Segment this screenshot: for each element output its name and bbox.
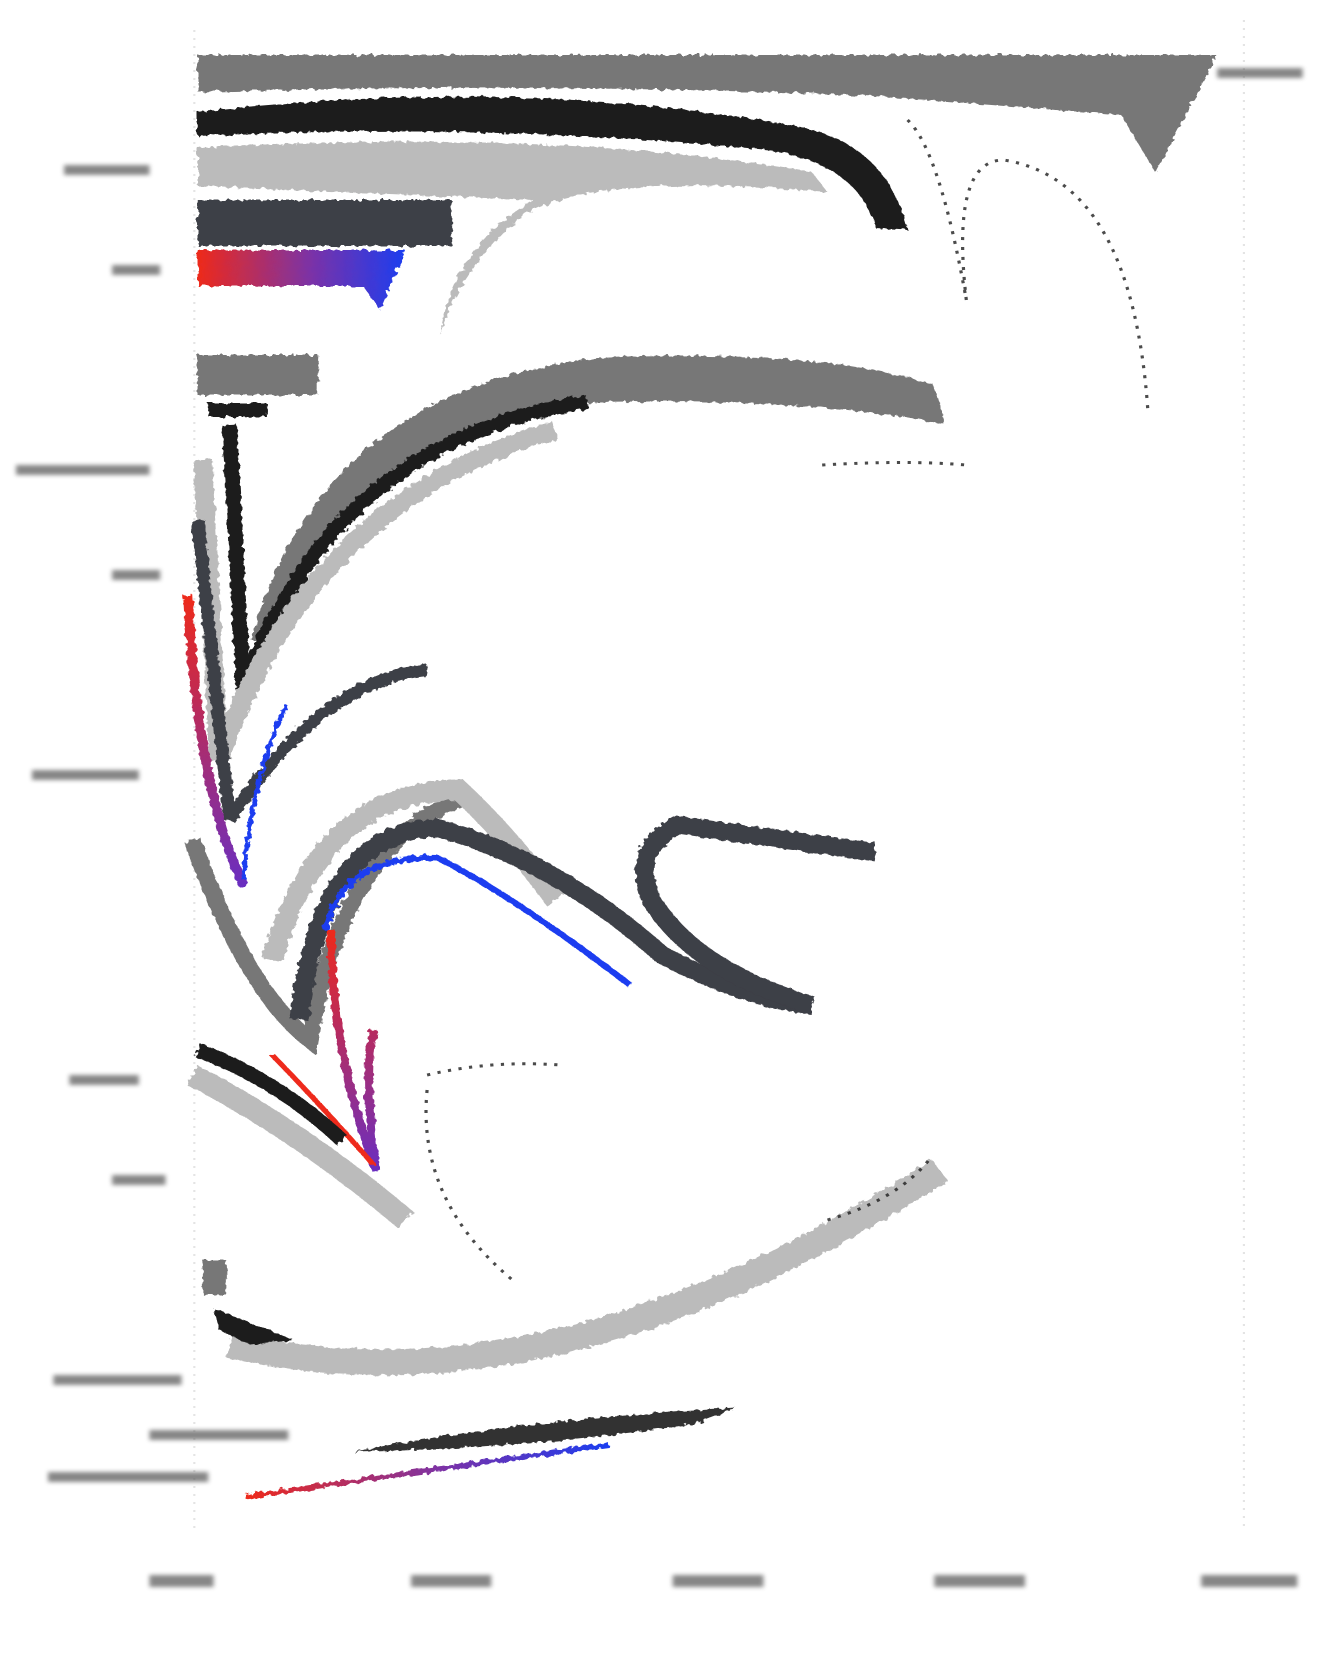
- bottom-gray-arc: [230, 1170, 940, 1362]
- bands: [188, 55, 1217, 1497]
- bottom-gradient-line: [246, 1445, 609, 1497]
- smudge: [411, 1575, 491, 1587]
- smudge: [112, 265, 160, 275]
- smudge: [673, 1575, 764, 1587]
- smudge: [1217, 68, 1302, 78]
- trace: [822, 463, 966, 466]
- gray-tab: [198, 355, 319, 395]
- smudge: [16, 465, 149, 475]
- page: {} html, body { margin: 0; padding: 0; b…: [0, 0, 1324, 1680]
- trace: [426, 1090, 512, 1280]
- gradient-bar: [198, 250, 406, 310]
- smudge: [149, 1430, 288, 1440]
- smudge: [69, 1075, 138, 1085]
- slate-hook: [299, 828, 812, 1020]
- dotted-traces: [426, 120, 1148, 1280]
- slate-bar: [198, 200, 452, 246]
- smudge: [112, 570, 160, 580]
- swirl-artwork: [0, 0, 1324, 1680]
- bottom-dark-band: [352, 1408, 736, 1452]
- gray-arc: [251, 356, 945, 640]
- smudge: [48, 1472, 208, 1482]
- small-black-wedge: [214, 1308, 294, 1345]
- trace: [908, 120, 1148, 410]
- smudge: [934, 1575, 1025, 1587]
- slate-loop: [645, 825, 876, 1005]
- trace: [427, 1064, 560, 1075]
- small-gray-block: [203, 1260, 226, 1295]
- smudge: [53, 1375, 181, 1385]
- body: (() => { const data = JSON.parse(documen…: [0, 0, 1324, 1680]
- smudge: [32, 770, 139, 780]
- axis-frame: [194, 20, 1244, 1530]
- smudge: [112, 1175, 165, 1185]
- smudge: [64, 165, 149, 175]
- smudge: [149, 1575, 213, 1587]
- smudge: [1201, 1575, 1297, 1587]
